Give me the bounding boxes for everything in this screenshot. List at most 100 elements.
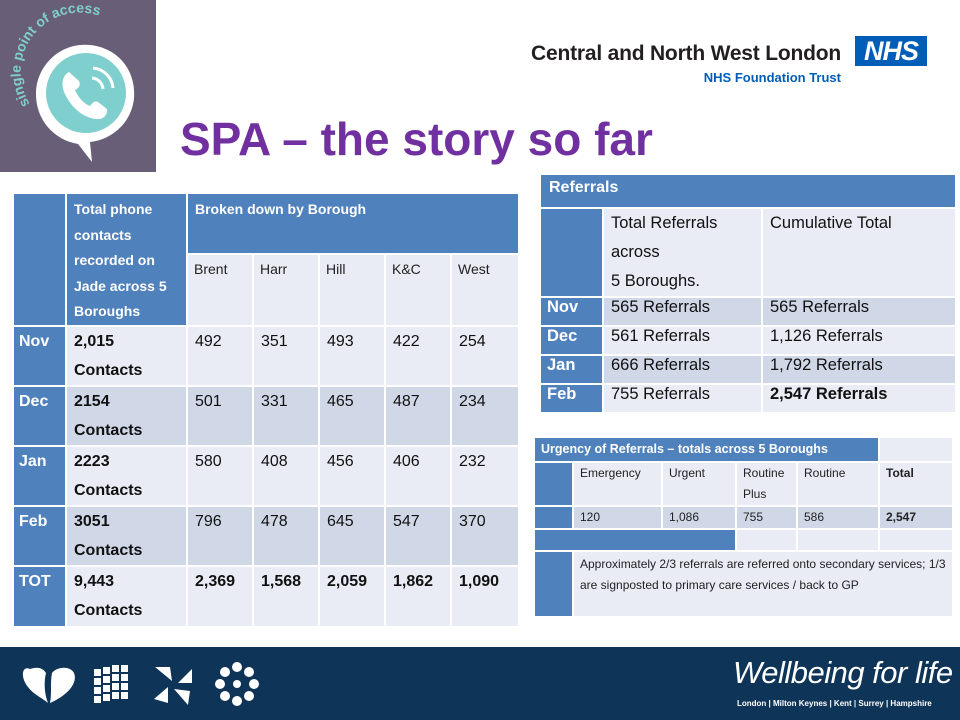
value-cell: 1,568 xyxy=(252,564,320,628)
value-routine: 586 xyxy=(796,505,880,530)
value-cell: 422 xyxy=(384,324,452,387)
contacts-table: Total phone contacts recorded on Jade ac… xyxy=(12,191,520,628)
month-label: Jan xyxy=(12,444,67,507)
month-label: Dec xyxy=(12,384,67,447)
borough-harr: Harr xyxy=(252,253,320,327)
value-cell: 331 xyxy=(252,384,320,447)
value-cell: 465 xyxy=(318,384,386,447)
org-name: Central and North West London xyxy=(531,42,841,65)
value-urgent: 1,086 xyxy=(661,505,737,530)
value-cell: 408 xyxy=(252,444,320,507)
referral-total: 666 Referrals xyxy=(602,354,763,385)
value-cell: 492 xyxy=(186,324,254,387)
referral-total: 755 Referrals xyxy=(602,383,763,414)
borough-west: West xyxy=(450,253,520,327)
caption-spacer xyxy=(878,436,954,463)
month-label: Nov xyxy=(12,324,67,387)
value-cell: 351 xyxy=(252,324,320,387)
spacer-cell xyxy=(878,528,954,552)
value-cell: 493 xyxy=(318,324,386,387)
value-cell: 1,862 xyxy=(384,564,452,628)
value-cell: 1,090 xyxy=(450,564,520,628)
table-row: 120 1,086 755 586 2,547 xyxy=(533,505,954,530)
value-cell: 478 xyxy=(252,504,320,567)
value-routine-plus: 755 xyxy=(735,505,798,530)
header-total: Total xyxy=(878,461,954,507)
cumulative-header: Cumulative Total xyxy=(761,207,957,298)
month-label: Nov xyxy=(539,296,604,327)
spacer-cell xyxy=(796,528,880,552)
page-title: SPA – the story so far xyxy=(180,113,653,165)
total-contacts: 2154 Contacts xyxy=(65,384,188,447)
heart-icon xyxy=(22,667,75,703)
footer-band: Wellbeing for life London | Milton Keyne… xyxy=(0,647,960,720)
month-label: Feb xyxy=(12,504,67,567)
spacer-bar xyxy=(533,528,737,552)
urgency-note: Approximately 2/3 referrals are referred… xyxy=(572,550,954,618)
table-row: Jan 666 Referrals 1,792 Referrals xyxy=(539,354,957,385)
value-cell: 487 xyxy=(384,384,452,447)
value-cell: 501 xyxy=(186,384,254,447)
referral-cumulative: 1,792 Referrals xyxy=(761,354,957,385)
table-row: TOT 9,443 Contacts 2,369 1,568 2,059 1,86… xyxy=(12,564,520,628)
total-contacts: 9,443 Contacts xyxy=(65,564,188,628)
value-cell: 645 xyxy=(318,504,386,567)
header-routine-plus: Routine Plus xyxy=(735,461,798,507)
petals-icon xyxy=(154,667,192,705)
header-emergency: Emergency xyxy=(572,461,663,507)
org-branding: Central and North West London NHS Founda… xyxy=(511,42,841,85)
table-row: Jan 2223 Contacts 580 408 456 406 232 xyxy=(12,444,520,507)
table-row: Feb 3051 Contacts 796 478 645 547 370 xyxy=(12,504,520,567)
referral-total: 565 Referrals xyxy=(602,296,763,327)
referral-cumulative: 1,126 Referrals xyxy=(761,325,957,356)
value-emergency: 120 xyxy=(572,505,663,530)
org-trust: NHS Foundation Trust xyxy=(703,70,841,85)
corner-cell xyxy=(533,461,574,507)
referrals-caption: Referrals xyxy=(539,173,957,209)
total-contacts: 3051 Contacts xyxy=(65,504,188,567)
borough-kc: K&C xyxy=(384,253,452,327)
total-contacts: 2,015 Contacts xyxy=(65,324,188,387)
value-total: 2,547 xyxy=(878,505,954,530)
referral-cumulative: 565 Referrals xyxy=(761,296,957,327)
flower-ring-icon xyxy=(215,662,259,706)
value-cell: 254 xyxy=(450,324,520,387)
spa-logo: single point of access xyxy=(0,0,156,172)
borough-brent: Brent xyxy=(186,253,254,327)
month-label: Jan xyxy=(539,354,604,385)
value-cell: 2,369 xyxy=(186,564,254,628)
value-cell: 456 xyxy=(318,444,386,507)
value-cell: 796 xyxy=(186,504,254,567)
footer-tagline: Wellbeing for life xyxy=(733,655,953,690)
month-label: Dec xyxy=(539,325,604,356)
value-cell: 406 xyxy=(384,444,452,507)
header-urgent: Urgent xyxy=(661,461,737,507)
dots-icon xyxy=(94,665,128,703)
month-label: TOT xyxy=(12,564,67,628)
footer-places: London | Milton Keynes | Kent | Surrey |… xyxy=(737,699,932,708)
referral-cumulative: 2,547 Referrals xyxy=(761,383,957,414)
referral-total: 561 Referrals xyxy=(602,325,763,356)
corner-cell xyxy=(539,207,604,298)
value-cell: 2,059 xyxy=(318,564,386,628)
value-cell: 234 xyxy=(450,384,520,447)
corner-cell xyxy=(533,550,574,618)
borough-hill: Hill xyxy=(318,253,386,327)
table-row: Dec 561 Referrals 1,126 Referrals xyxy=(539,325,957,356)
value-cell: 370 xyxy=(450,504,520,567)
borough-header: Broken down by Borough xyxy=(186,191,520,256)
urgency-table: Urgency of Referrals – totals across 5 B… xyxy=(533,436,954,618)
value-cell: 547 xyxy=(384,504,452,567)
corner-cell xyxy=(12,192,67,327)
table-row: Feb 755 Referrals 2,547 Referrals xyxy=(539,383,957,414)
total-referrals-header: Total Referrals across 5 Boroughs. xyxy=(602,207,763,298)
urgency-caption: Urgency of Referrals – totals across 5 B… xyxy=(533,436,880,463)
total-contacts: 2223 Contacts xyxy=(65,444,188,507)
corner-cell xyxy=(533,505,574,530)
table-row: Nov 2,015 Contacts 492 351 493 422 254 xyxy=(12,324,520,387)
nhs-badge: NHS xyxy=(855,36,927,66)
value-cell: 580 xyxy=(186,444,254,507)
phone-icon xyxy=(62,72,108,120)
spacer-cell xyxy=(735,528,798,552)
table-row: Nov 565 Referrals 565 Referrals xyxy=(539,296,957,327)
